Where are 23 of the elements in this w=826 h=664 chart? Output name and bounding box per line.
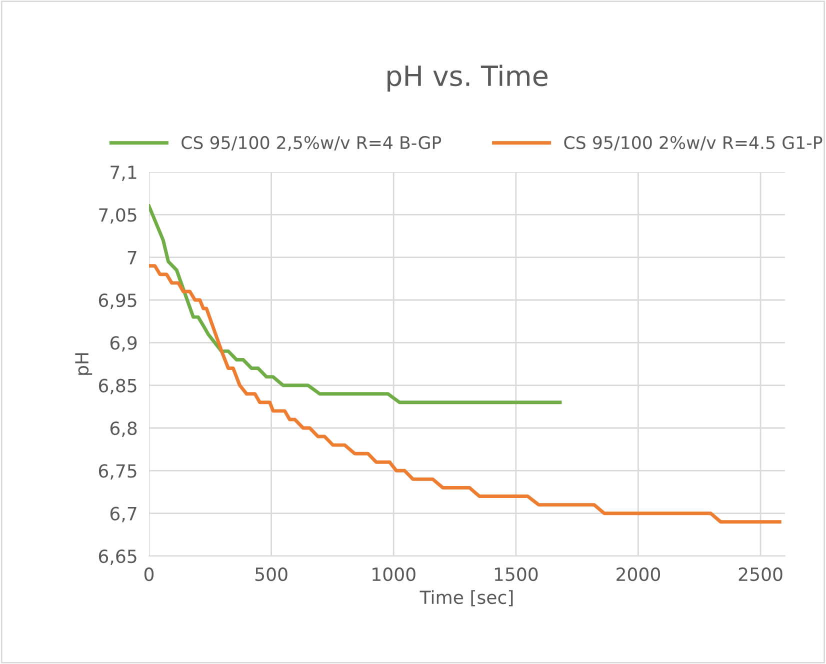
y-tick-label: 7,1 [110,166,136,181]
y-axis-title: pH [75,353,92,375]
chart-title: pH vs. Time [388,64,548,92]
y-tick-label: 6,8 [110,421,137,437]
legend-label: CS 95/100 2,5%w/v R=4 B-GP [182,136,442,151]
y-tick-label: 6,95 [98,293,136,309]
x-axis-title: Time [sec] [420,590,513,606]
x-tick-label: 1000 [372,567,416,582]
x-tick-label: 2500 [738,567,782,582]
y-tick-label: 6,85 [98,378,136,394]
y-tick-label: 6,65 [98,549,136,565]
y-tick-label: 6,7 [110,506,136,522]
y-tick-label: 7 [128,251,136,264]
line-series [149,204,562,404]
x-tick-label: 1500 [494,567,538,582]
line-series [149,264,782,524]
y-tick-label: 7,05 [99,208,136,224]
x-tick-label: 0 [144,567,154,582]
y-tick-label: 6,9 [110,336,137,352]
x-tick-label: 2000 [616,567,660,582]
x-tick-label: 500 [255,567,288,582]
y-tick-label: 6,75 [98,464,136,480]
legend-label: CS 95/100 2%w/v R=4.5 G1-P [564,136,822,151]
